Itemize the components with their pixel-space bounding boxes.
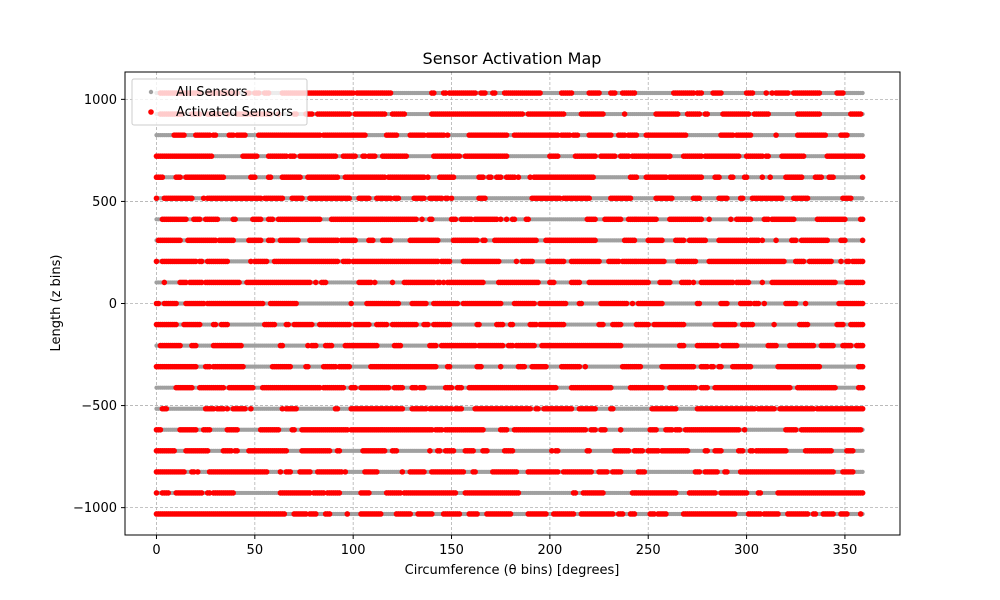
all-sensors-point <box>860 469 865 474</box>
chart-title: Sensor Activation Map <box>423 49 602 68</box>
all-sensors-point <box>860 448 865 453</box>
